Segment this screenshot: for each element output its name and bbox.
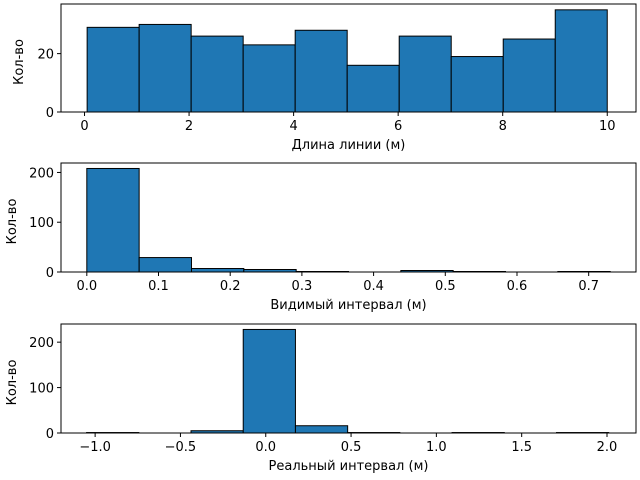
y-tick-label: 200 bbox=[29, 166, 54, 181]
x-tick-label: 0.7 bbox=[578, 279, 599, 294]
axes-frame bbox=[60, 323, 637, 434]
x-tick-label: 0.4 bbox=[363, 279, 384, 294]
x-tick-label: 0.0 bbox=[76, 279, 97, 294]
x-tick-label: 0.2 bbox=[220, 279, 241, 294]
x-tick-label: −1.0 bbox=[79, 440, 111, 455]
y-tick-label: 0 bbox=[46, 266, 54, 281]
histogram-bar bbox=[86, 167, 140, 273]
subplot-3: −1.0 −0.5 0.0 0.5 1.0 1.5 2.0 0 100 200 Реальный и… bbox=[5, 323, 637, 474]
histogram-bar bbox=[346, 64, 400, 113]
x-tick-label: 0.0 bbox=[255, 440, 276, 455]
histogram-bar bbox=[294, 29, 348, 113]
axes-frame bbox=[60, 162, 637, 273]
histogram-bar bbox=[398, 35, 452, 113]
histogram-bar bbox=[138, 23, 192, 113]
histogram-bar bbox=[190, 268, 245, 273]
x-tick-label: 0.1 bbox=[148, 279, 169, 294]
y-tick-label: 100 bbox=[29, 216, 54, 231]
histogram-bar bbox=[242, 44, 296, 113]
x-tick-label: 4 bbox=[289, 119, 297, 134]
y-axis-label: Кол-во bbox=[5, 199, 20, 245]
y-tick-label: 0 bbox=[46, 106, 54, 121]
histogram-bar bbox=[502, 38, 556, 113]
x-tick-label: 2 bbox=[185, 119, 193, 134]
x-tick-label: 0.3 bbox=[292, 279, 313, 294]
x-axis-label: Длина линии (м) bbox=[292, 138, 406, 153]
histogram-bar bbox=[554, 9, 608, 113]
x-tick-label: 0 bbox=[80, 119, 88, 134]
histogram-bar bbox=[190, 35, 244, 113]
x-tick-label: 2.0 bbox=[597, 440, 618, 455]
y-tick-label: 100 bbox=[29, 382, 54, 397]
x-tick-label: 8 bbox=[499, 119, 507, 134]
histogram-bar bbox=[294, 425, 349, 434]
histogram-bar bbox=[242, 328, 296, 434]
histogram-bar bbox=[86, 26, 140, 113]
x-tick-label: 1.5 bbox=[511, 440, 532, 455]
y-axis-label: Кол-во bbox=[5, 360, 20, 406]
x-tick-label: −0.5 bbox=[165, 440, 197, 455]
x-tick-label: 10 bbox=[599, 119, 616, 134]
y-tick-label: 0 bbox=[46, 427, 54, 442]
y-axis-label: Кол-во bbox=[12, 39, 27, 85]
histogram-bar bbox=[450, 56, 504, 113]
axes-frame bbox=[60, 3, 637, 113]
x-axis-label: Видимый интервал (м) bbox=[270, 298, 426, 313]
x-tick-label: 0.5 bbox=[341, 440, 362, 455]
subplot-2: 0.0 0.1 0.2 0.3 0.4 0.5 0.6 0.7 0 100 200 Видимый и… bbox=[5, 162, 637, 313]
x-tick-label: 6 bbox=[394, 119, 402, 134]
subplot-1: 0 2 4 6 8 10 0 20 Длина линии (м) Кол-во bbox=[12, 3, 637, 153]
x-tick-label: 0.6 bbox=[507, 279, 528, 294]
y-tick-label: 200 bbox=[29, 336, 54, 351]
y-tick-label: 20 bbox=[37, 48, 54, 63]
x-tick-label: 1.0 bbox=[426, 440, 447, 455]
x-tick-label: 0.5 bbox=[435, 279, 456, 294]
x-axis-label: Реальный интервал (м) bbox=[269, 459, 429, 474]
histogram-bar bbox=[138, 257, 192, 273]
